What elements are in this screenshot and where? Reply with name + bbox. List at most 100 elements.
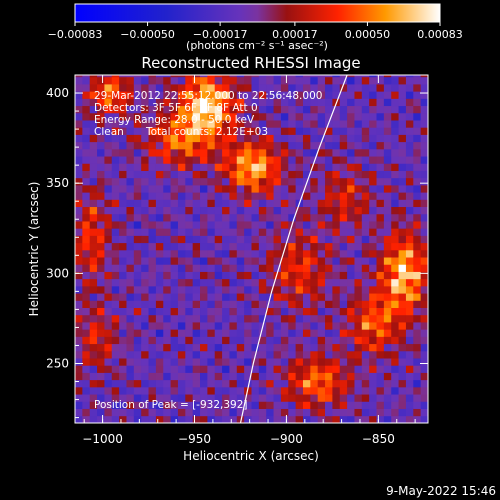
heatmap-cell <box>361 242 370 251</box>
heatmap-cell <box>214 343 223 352</box>
heatmap-cell <box>185 199 194 208</box>
heatmap-cell <box>405 192 414 200</box>
y-tick-label: 350 <box>46 176 69 190</box>
heatmap-cell <box>413 271 422 280</box>
heatmap-cell <box>133 91 142 99</box>
heatmap-cell <box>104 221 113 229</box>
heatmap-cell <box>163 213 171 222</box>
heatmap-cell <box>222 213 230 222</box>
heatmap-cell <box>420 91 428 99</box>
heatmap-cell <box>413 84 422 92</box>
heatmap-cell <box>155 192 164 200</box>
heatmap-cell <box>75 127 83 135</box>
heatmap-cell <box>244 141 252 150</box>
heatmap-cell <box>258 257 267 265</box>
heatmap-cell <box>236 141 245 150</box>
heatmap-cell <box>413 365 422 373</box>
heatmap-cell <box>185 235 194 244</box>
heatmap-cell <box>170 170 179 179</box>
heatmap-cell <box>244 91 252 99</box>
heatmap-cell <box>177 228 186 236</box>
heatmap-cell <box>163 285 171 294</box>
heatmap-cell <box>413 278 422 287</box>
heatmap-cell <box>185 365 194 373</box>
heatmap-cell <box>214 242 223 251</box>
heatmap-cell <box>288 84 297 92</box>
heatmap-cell <box>295 415 304 423</box>
heatmap-cell <box>391 141 399 150</box>
heatmap-cell <box>163 242 171 251</box>
heatmap-cell <box>398 408 407 417</box>
heatmap-cell <box>325 91 333 99</box>
heatmap-cell <box>141 300 149 308</box>
heatmap-cell <box>207 278 216 287</box>
heatmap-cell <box>288 177 297 186</box>
heatmap-cell <box>361 322 370 330</box>
heatmap-cell <box>222 199 230 208</box>
heatmap-cell <box>251 249 260 258</box>
heatmap-cell <box>398 415 407 423</box>
heatmap-cell <box>141 343 149 352</box>
heatmap-cell <box>332 84 341 92</box>
heatmap-cell <box>75 242 83 251</box>
heatmap-cell <box>119 249 127 258</box>
heatmap-cell <box>207 134 216 143</box>
heatmap-cell <box>369 249 377 258</box>
heatmap-cell <box>347 235 355 244</box>
heatmap-cell <box>97 307 105 316</box>
heatmap-cell <box>310 401 319 409</box>
heatmap-cell <box>266 184 274 193</box>
heatmap-cell <box>214 163 223 171</box>
heatmap-cell <box>214 408 223 417</box>
heatmap-cell <box>229 401 238 409</box>
heatmap-cell <box>251 177 260 186</box>
heatmap-cell <box>391 278 399 287</box>
heatmap-cell <box>111 112 120 121</box>
heatmap-cell <box>177 358 186 366</box>
heatmap-cell <box>133 112 142 121</box>
heatmap-cell <box>391 91 399 99</box>
heatmap-cell <box>317 379 326 388</box>
heatmap-cell <box>302 148 311 157</box>
heatmap-cell <box>251 314 260 323</box>
heatmap-cell <box>192 264 201 272</box>
heatmap-cell <box>280 293 289 301</box>
heatmap-cell <box>347 307 355 316</box>
heatmap-cell <box>369 170 377 179</box>
heatmap-cell <box>104 170 113 179</box>
heatmap-cell <box>325 278 333 287</box>
heatmap-cell <box>207 199 216 208</box>
heatmap-cell <box>177 322 186 330</box>
heatmap-cell <box>82 242 91 251</box>
heatmap-cell <box>89 221 98 229</box>
heatmap-cell <box>141 170 149 179</box>
heatmap-cell <box>148 112 157 121</box>
heatmap-cell <box>141 75 149 78</box>
heatmap-cell <box>177 379 186 388</box>
heatmap-cell <box>111 156 120 164</box>
heatmap-cell <box>391 156 399 164</box>
heatmap-cell <box>310 76 319 85</box>
heatmap-cell <box>361 91 370 99</box>
heatmap-cell <box>398 148 407 157</box>
heatmap-cell <box>295 120 304 128</box>
heatmap-cell <box>222 141 230 150</box>
heatmap-cell <box>236 300 245 308</box>
heatmap-cell <box>207 75 216 78</box>
heatmap-cell <box>229 264 238 272</box>
heatmap-cell <box>354 358 363 366</box>
heatmap-cell <box>200 213 208 222</box>
heatmap-cell <box>369 271 377 280</box>
heatmap-cell <box>361 228 370 236</box>
heatmap-cell <box>251 213 260 222</box>
heatmap-cell <box>391 401 399 409</box>
heatmap-cell <box>332 156 341 164</box>
heatmap-cell <box>141 134 149 143</box>
colorbar <box>74 3 441 23</box>
heatmap-cell <box>258 293 267 301</box>
heatmap-cell <box>325 199 333 208</box>
heatmap-cell <box>126 314 135 323</box>
heatmap-cell <box>200 386 208 395</box>
heatmap-cell <box>148 134 157 143</box>
heatmap-cell <box>141 206 149 215</box>
